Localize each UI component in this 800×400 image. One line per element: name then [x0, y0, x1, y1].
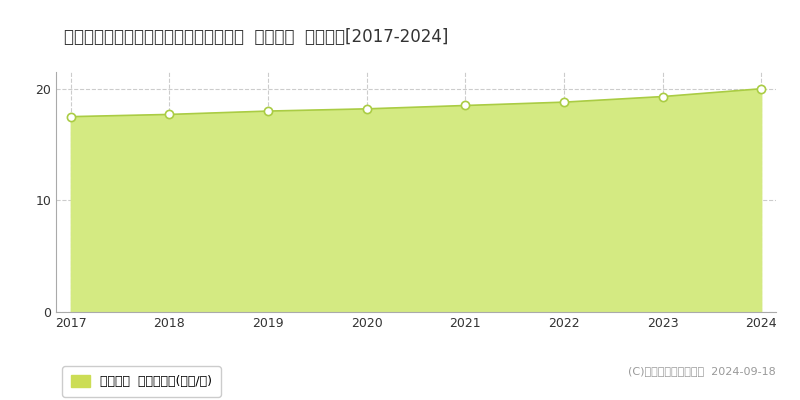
Point [755, 86, 768, 92]
Point [262, 108, 274, 114]
Point [656, 93, 669, 100]
Point [558, 99, 570, 105]
Point [459, 102, 472, 109]
Point [360, 106, 373, 112]
Legend: 公示地価  平均坪単価(万円/坪): 公示地価 平均坪単価(万円/坪) [62, 366, 221, 397]
Text: (C)土地価格ドットコム  2024-09-18: (C)土地価格ドットコム 2024-09-18 [628, 366, 776, 376]
Point [163, 111, 176, 118]
Text: 栃木県宇都宮市ゆいの杜４丁目２番２外  公示地価  地価推移[2017-2024]: 栃木県宇都宮市ゆいの杜４丁目２番２外 公示地価 地価推移[2017-2024] [64, 28, 448, 46]
Point [64, 114, 77, 120]
